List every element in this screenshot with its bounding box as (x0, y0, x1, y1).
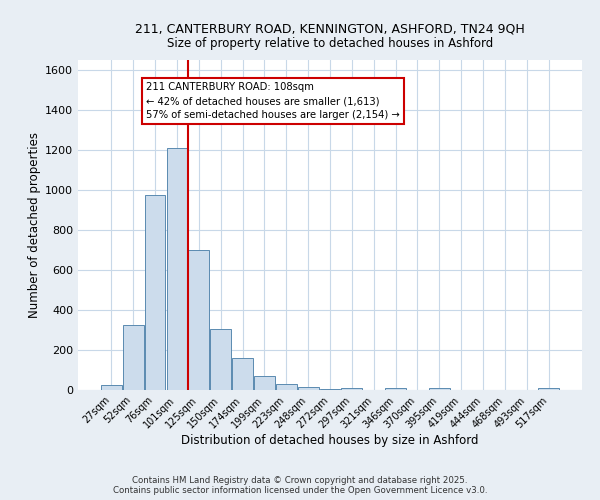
Bar (145, 195, 166, 390)
Text: 211 CANTERBURY ROAD: 108sqm
← 42% of detached houses are smaller (1,613)
57% of : 211 CANTERBURY ROAD: 108sqm ← 42% of det… (146, 82, 400, 120)
Bar (538, 388, 559, 390)
Bar (385, 388, 406, 390)
Bar (276, 384, 296, 390)
Text: 211, CANTERBURY ROAD, KENNINGTON, ASHFORD, TN24 9QH: 211, CANTERBURY ROAD, KENNINGTON, ASHFOR… (135, 22, 525, 36)
Text: Contains HM Land Registry data © Crown copyright and database right 2025.: Contains HM Land Registry data © Crown c… (132, 476, 468, 485)
X-axis label: Distribution of detached houses by size in Ashford: Distribution of detached houses by size … (181, 434, 479, 447)
Bar (210, 329, 231, 390)
Bar (188, 250, 209, 390)
Bar (123, 325, 143, 390)
Bar (429, 388, 450, 390)
Text: Contains public sector information licensed under the Open Government Licence v3: Contains public sector information licen… (113, 486, 487, 495)
Bar (254, 376, 275, 390)
Bar (167, 148, 187, 390)
Bar (320, 389, 340, 390)
Bar (341, 388, 362, 390)
Bar (101, 385, 122, 390)
Bar (232, 358, 253, 390)
Y-axis label: Number of detached properties: Number of detached properties (28, 132, 41, 318)
Bar (298, 387, 319, 390)
Text: Size of property relative to detached houses in Ashford: Size of property relative to detached ho… (167, 38, 493, 51)
